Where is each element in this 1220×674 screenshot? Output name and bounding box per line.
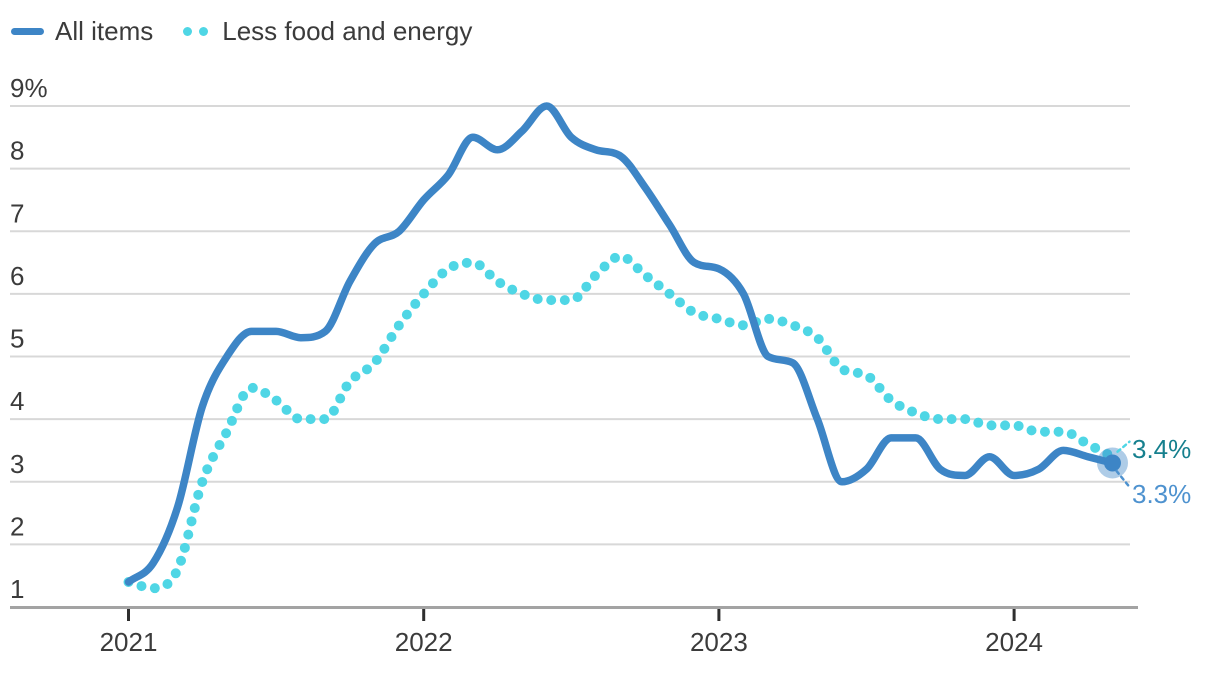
end-label-less-food-energy: 3.4% <box>1132 433 1192 464</box>
y-tick-label: 5 <box>10 324 24 354</box>
y-tick-label: 9% <box>10 73 48 103</box>
x-tick-label: 2024 <box>985 627 1043 657</box>
x-tick-label: 2023 <box>690 627 748 657</box>
leader-line-less-food-energy <box>1116 440 1131 453</box>
x-tick-label: 2022 <box>395 627 453 657</box>
legend: All items Less food and energy <box>11 16 472 47</box>
all-items-line <box>124 102 1117 586</box>
y-tick-label: 6 <box>10 261 24 291</box>
all-items-line-swatch-icon <box>11 28 44 35</box>
x-tick-label: 2021 <box>100 627 158 657</box>
y-tick-label: 3 <box>10 449 24 479</box>
legend-label-all-items: All items <box>55 16 154 46</box>
y-tick-label: 7 <box>10 198 24 228</box>
less-food-energy-line <box>123 251 1118 594</box>
endpoint-marker <box>1104 454 1121 472</box>
leader-line-all-items <box>1115 469 1131 489</box>
end-label-all-items: 3.3% <box>1132 478 1192 509</box>
y-tick-label: 4 <box>10 386 24 416</box>
y-tick-label: 2 <box>10 511 24 541</box>
y-tick-label: 1 <box>10 574 24 604</box>
dotted-line-swatch-icon <box>183 27 209 36</box>
legend-item-less-food-energy: Less food and energy <box>183 16 472 47</box>
legend-label-less-food-energy: Less food and energy <box>222 16 473 46</box>
legend-item-all-items: All items <box>11 16 153 47</box>
y-tick-label: 8 <box>10 136 24 166</box>
